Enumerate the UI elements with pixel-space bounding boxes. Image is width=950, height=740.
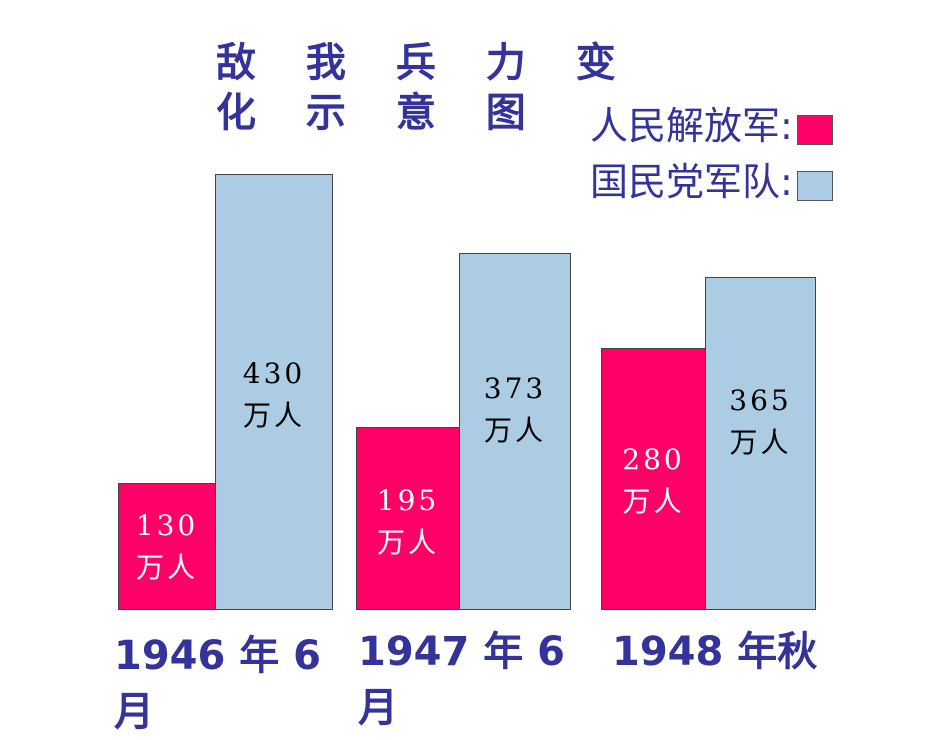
legend-label-pla: 人民解放军: bbox=[590, 104, 793, 148]
legend-label-kmt: 国民党军队: bbox=[590, 160, 793, 204]
bar-unit: 万人 bbox=[729, 426, 792, 459]
bar-value: 365 bbox=[729, 384, 792, 417]
bar-1948-kmt: 365 万人 bbox=[705, 277, 816, 610]
legend-swatch-kmt bbox=[796, 171, 833, 201]
bar-1948-pla: 280 万人 bbox=[601, 348, 706, 610]
legend-item-pla: 人民解放军: bbox=[590, 98, 833, 154]
bar-unit: 万人 bbox=[135, 550, 198, 584]
category-label-1948: 1948 年秋 bbox=[612, 629, 818, 675]
legend-item-kmt: 国民党军队: bbox=[590, 154, 833, 210]
legend-swatch-pla bbox=[796, 115, 833, 145]
bar-1947-kmt: 373 万人 bbox=[459, 253, 571, 610]
bar-value: 130 bbox=[135, 508, 199, 542]
bar-value: 195 bbox=[376, 484, 440, 517]
bar-unit: 万人 bbox=[483, 414, 546, 447]
chart-title: 敌 我 兵 力 变 化 示 意 图 bbox=[216, 40, 634, 136]
bar-value: 430 bbox=[242, 357, 306, 390]
bar-1947-pla: 195 万人 bbox=[356, 427, 460, 610]
bar-unit: 万人 bbox=[622, 485, 685, 518]
category-label-1947: 1947 年 6 月 bbox=[358, 629, 566, 731]
bar-1946-pla: 130 万人 bbox=[118, 483, 216, 610]
legend: 人民解放军: 国民党军队: bbox=[590, 98, 833, 210]
bar-1946-kmt: 430 万人 bbox=[215, 174, 333, 610]
category-label-1946: 1946 年 6 月 bbox=[114, 633, 322, 735]
bar-unit: 万人 bbox=[242, 399, 305, 432]
bar-unit: 万人 bbox=[376, 526, 439, 559]
bar-value: 280 bbox=[622, 443, 685, 476]
bar-value: 373 bbox=[483, 372, 547, 405]
